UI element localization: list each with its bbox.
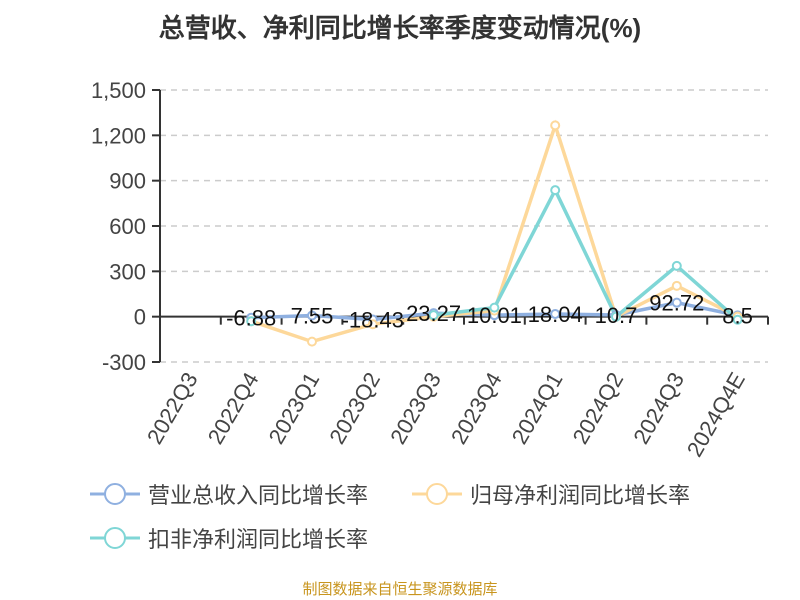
legend-label: 营业总收入同比增长率 xyxy=(148,483,369,508)
y-tick-label: 1,500 xyxy=(91,78,146,103)
data-label: -18.43 xyxy=(342,307,404,332)
legend-item-net-profit[interactable]: 归母净利润同比增长率 xyxy=(412,478,690,510)
legend-item-deducted-net-profit[interactable]: 扣非净利润同比增长率 xyxy=(90,522,368,554)
data-label: 18.04 xyxy=(528,302,583,327)
data-point xyxy=(367,319,378,330)
data-label: 10.01 xyxy=(467,303,522,328)
y-tick-label: -300 xyxy=(102,350,146,375)
x-tick-label: 2022Q3 xyxy=(142,368,203,448)
chart-title: 总营收、净利同比增长率季度变动情况(%) xyxy=(158,13,642,43)
legend-item-revenue[interactable]: 营业总收入同比增长率 xyxy=(90,478,368,510)
data-label: 7.55 xyxy=(291,304,334,329)
y-tick-label: 1,200 xyxy=(91,123,146,148)
x-tick-label: 2024Q4E xyxy=(682,368,750,461)
data-point xyxy=(671,280,682,291)
data-point xyxy=(489,302,500,313)
data-point xyxy=(550,120,561,131)
x-tick-label: 2024Q3 xyxy=(628,368,689,448)
data-point xyxy=(611,311,621,322)
data-point xyxy=(550,308,561,319)
legend-label: 扣非净利润同比增长率 xyxy=(148,527,369,552)
x-tick-label: 2024Q1 xyxy=(507,368,568,448)
x-tick-label: 2024Q2 xyxy=(568,368,629,448)
data-point xyxy=(732,314,743,325)
x-tick-label: 2023Q4 xyxy=(446,368,507,448)
data-point xyxy=(550,185,561,196)
data-label: 23.27 xyxy=(406,301,461,326)
y-tick-label: 0 xyxy=(134,305,146,330)
data-point xyxy=(671,297,682,308)
data-label: 8.5 xyxy=(722,303,753,328)
data-point xyxy=(671,260,682,271)
y-tick-label: 300 xyxy=(109,259,146,284)
source-note: 制图数据来自恒生聚源数据库 xyxy=(302,581,498,598)
y-tick-label: 600 xyxy=(109,214,146,239)
x-tick-label: 2023Q3 xyxy=(385,368,446,448)
legend-label: 归母净利润同比增长率 xyxy=(470,483,691,508)
data-point xyxy=(307,310,317,321)
x-tick-label: 2022Q4 xyxy=(203,368,264,448)
data-point xyxy=(428,310,439,321)
series-line xyxy=(433,186,739,321)
x-tick-label: 2023Q2 xyxy=(324,368,385,448)
data-point xyxy=(307,336,317,347)
y-tick-label: 900 xyxy=(109,169,146,194)
data-point xyxy=(246,316,257,327)
data-label: 92.72 xyxy=(649,291,704,316)
data-label: 10.7 xyxy=(595,303,638,328)
data-label: -6.88 xyxy=(226,306,276,331)
x-tick-label: 2023Q1 xyxy=(264,368,325,448)
